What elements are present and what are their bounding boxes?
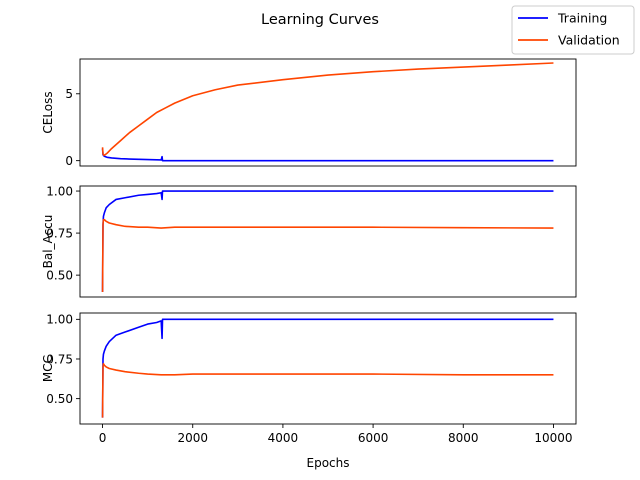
x-tick-label: 4000 bbox=[268, 431, 299, 445]
y-tick-label: 1.00 bbox=[46, 313, 73, 327]
axes-frame bbox=[79, 312, 577, 425]
y-axis-label: CELoss bbox=[41, 91, 55, 133]
chart-title: Learning Curves bbox=[261, 12, 379, 28]
subplot-mcc: 0.50 0.75 1.00 MCC 0 2000 4000 6000 8000 10000 bbox=[41, 312, 577, 445]
y-tick-label: 0.50 bbox=[46, 268, 73, 282]
y-axis-label: MCC bbox=[41, 355, 55, 382]
series-line-validation bbox=[101, 62, 554, 157]
subplot-celoss: 0 5 CELoss bbox=[41, 58, 577, 168]
x-tick-label: 0 bbox=[99, 431, 107, 445]
y-tick-label: 0 bbox=[65, 154, 73, 168]
x-axis-label: Epochs bbox=[307, 456, 350, 470]
x-tick-label: 6000 bbox=[358, 431, 389, 445]
series-line-training bbox=[101, 148, 554, 162]
y-tick-label: 5 bbox=[65, 87, 73, 101]
x-tick-label: 8000 bbox=[448, 431, 479, 445]
y-tick-label: 0.75 bbox=[46, 352, 73, 366]
series-line-validation bbox=[101, 218, 554, 292]
series-line-training bbox=[101, 190, 554, 292]
subplots-group: 05CELoss0.500.751.00Bal_Accu0.500.751.00… bbox=[41, 58, 577, 445]
y-axis-label: Bal_Accu bbox=[41, 215, 55, 269]
y-tick-label: 0.50 bbox=[46, 392, 73, 406]
x-tick-label: 10000 bbox=[534, 431, 572, 445]
subplot-bal-accu: 0.50 0.75 1.00 Bal_Accu bbox=[41, 184, 577, 298]
legend: Training Validation bbox=[511, 5, 635, 55]
y-tick-label: 0.75 bbox=[46, 226, 73, 240]
y-tick-label: 1.00 bbox=[46, 184, 73, 198]
axes-frame bbox=[79, 185, 577, 298]
series-line-training bbox=[101, 318, 554, 418]
legend-label-validation: Validation bbox=[558, 33, 620, 48]
series-line-validation bbox=[101, 362, 554, 418]
legend-label-training: Training bbox=[557, 11, 607, 26]
x-tick-label: 2000 bbox=[177, 431, 208, 445]
axes-frame bbox=[79, 58, 577, 167]
